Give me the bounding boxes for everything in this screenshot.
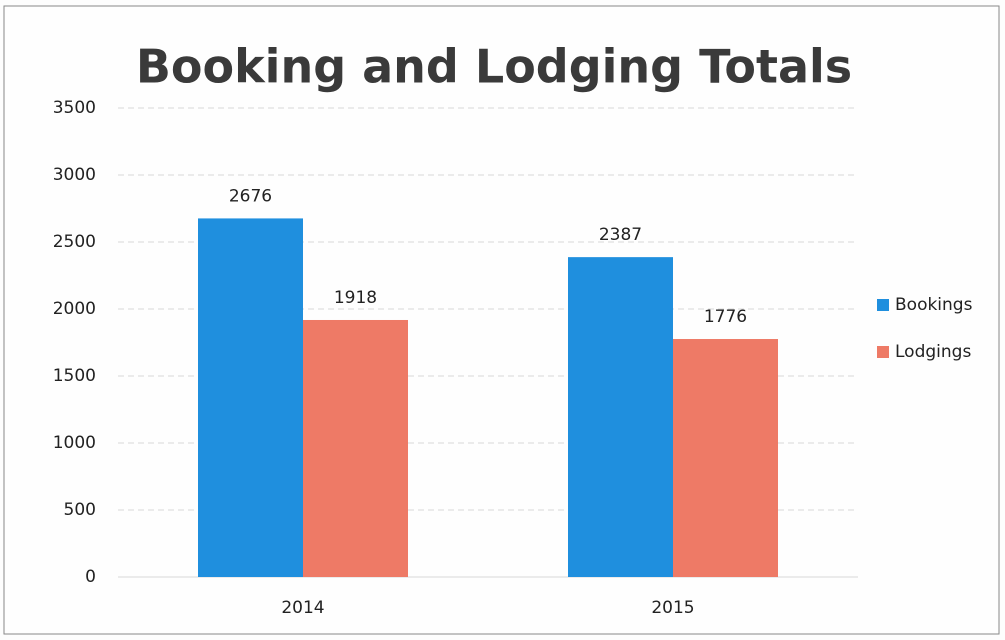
x-tick-label: 2015	[651, 598, 694, 618]
bar	[198, 218, 303, 577]
y-tick-label: 3500	[53, 98, 96, 118]
y-tick-label: 3000	[53, 165, 96, 185]
chart-title: Booking and Lodging Totals	[136, 40, 852, 94]
data-label: 2676	[229, 186, 272, 206]
y-tick-label: 1500	[53, 366, 96, 386]
data-label: 1918	[334, 288, 377, 308]
legend-swatch	[877, 346, 889, 358]
bar	[568, 257, 673, 577]
x-tick-label: 2014	[281, 598, 324, 618]
y-tick-label: 2500	[53, 232, 96, 252]
legend-label: Bookings	[895, 295, 973, 315]
y-tick-label: 1000	[53, 433, 96, 453]
bar	[303, 319, 408, 577]
y-tick-label: 0	[85, 567, 96, 587]
bar	[673, 339, 778, 577]
chart-border	[3, 5, 1000, 635]
data-label: 1776	[704, 307, 747, 327]
data-label: 2387	[599, 225, 642, 245]
y-tick-label: 2000	[53, 299, 96, 319]
legend-swatch	[877, 299, 889, 311]
y-tick-label: 500	[64, 500, 96, 520]
legend-label: Lodgings	[895, 342, 971, 362]
